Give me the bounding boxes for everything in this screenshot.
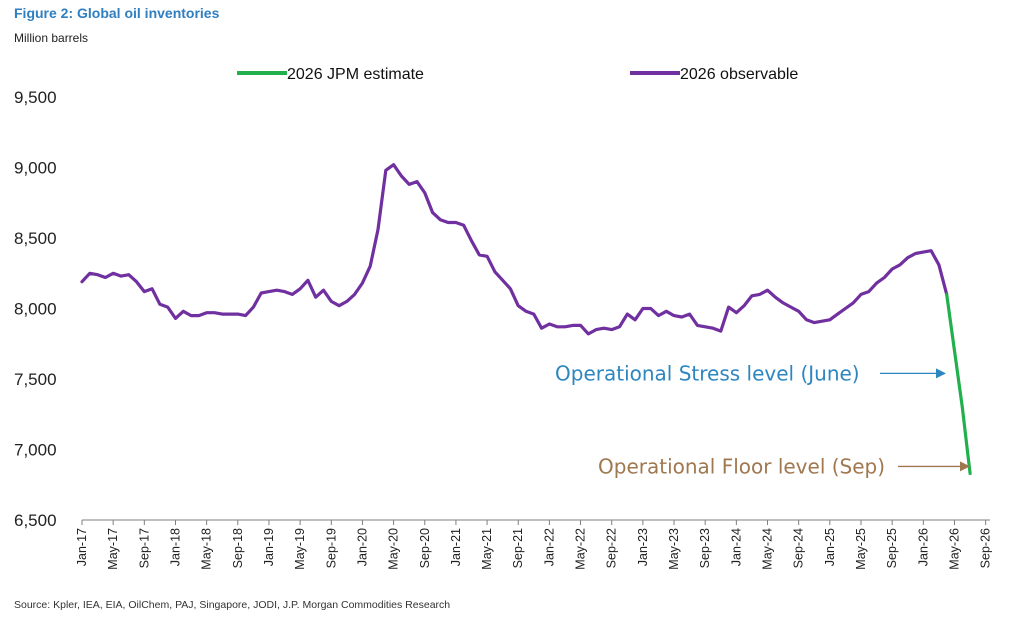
x-tick-label: May-19 [293, 528, 307, 570]
x-tick-label: Sep-19 [324, 528, 338, 568]
x-tick-label: Jan-24 [729, 528, 743, 566]
y-tick-label: 7,000 [14, 441, 57, 460]
x-tick-label: Jan-21 [449, 528, 463, 566]
arrow-head [936, 368, 946, 379]
x-tick-label: May-18 [200, 528, 214, 570]
x-tick-label: May-20 [387, 528, 401, 570]
chart-title: Figure 2: Global oil inventories [14, 5, 220, 21]
y-axis-unit-label: Million barrels [14, 31, 89, 45]
annotation-floor-level-text: Operational Floor level (Sep) [598, 454, 885, 478]
annotation-layer: Operational Stress level (June) Operation… [555, 361, 970, 478]
x-tick-label: Sep-26 [979, 528, 993, 568]
x-tick-label: Sep-25 [885, 528, 899, 568]
legend-item-observable: 2026 observable [630, 66, 798, 83]
x-tick-label: Sep-24 [792, 528, 806, 568]
y-tick-label: 8,000 [14, 300, 57, 319]
legend-label: 2026 observable [680, 66, 798, 83]
x-tick-label: May-23 [667, 528, 681, 570]
x-tick-label: Jan-26 [916, 528, 930, 566]
x-tick-label: Sep-22 [605, 528, 619, 568]
x-tick-label: May-24 [761, 528, 775, 570]
legend-item-estimate: 2026 JPM estimate [237, 66, 424, 83]
annotation-stress-level: Operational Stress level (June) [555, 361, 946, 385]
x-tick-label: Jan-18 [168, 528, 182, 566]
y-axis: 6,500 7,000 7,500 8,000 8,500 9,000 9,500 [14, 88, 57, 530]
y-tick-label: 8,500 [14, 229, 57, 248]
series-line-estimate [945, 292, 972, 476]
x-tick-label: Sep-18 [231, 528, 245, 568]
x-tick-label: May-26 [947, 528, 961, 570]
x-tick-label: Sep-21 [511, 528, 525, 568]
legend: 2026 JPM estimate 2026 observable [237, 66, 798, 83]
x-tick-label: Jan-23 [636, 528, 650, 566]
legend-label: 2026 JPM estimate [287, 66, 424, 83]
x-tick-label: Sep-23 [698, 528, 712, 568]
x-tick-label: Jan-17 [75, 528, 89, 566]
x-tick-label: Jan-19 [262, 528, 276, 566]
annotation-stress-level-text: Operational Stress level (June) [555, 361, 860, 385]
y-tick-label: 6,500 [14, 511, 57, 530]
x-tick-label: May-25 [854, 528, 868, 570]
y-tick-label: 9,500 [14, 88, 57, 107]
series-layer [80, 163, 972, 476]
x-tick-label: Jan-25 [823, 528, 837, 566]
annotation-floor-level: Operational Floor level (Sep) [598, 454, 970, 478]
x-tick-label: May-21 [480, 528, 494, 570]
x-tick-label: Sep-20 [418, 528, 432, 568]
x-tick-label: May-17 [106, 528, 120, 570]
series-line-observable [80, 163, 949, 336]
arrow-head [960, 461, 970, 472]
y-tick-label: 9,000 [14, 159, 57, 178]
x-tick-label: Sep-17 [137, 528, 151, 568]
x-tick-label: Jan-22 [542, 528, 556, 566]
x-axis: Jan-17 May-17 Sep-17 Jan-18 May-18 Sep-18 Jan-… [75, 519, 993, 570]
y-tick-label: 7,500 [14, 370, 57, 389]
x-tick-label: May-22 [574, 528, 588, 570]
source-note: Source: Kpler, IEA, EIA, OilChem, PAJ, S… [14, 599, 451, 611]
x-tick-label: Jan-20 [355, 528, 369, 566]
